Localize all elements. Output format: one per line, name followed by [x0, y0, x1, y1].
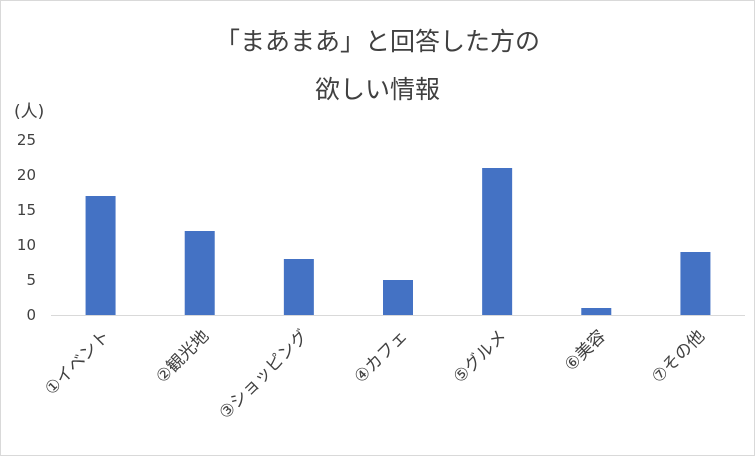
x-tick-label: ①イベント: [41, 326, 114, 399]
bar: [482, 168, 513, 315]
y-tick-label: 10: [17, 236, 36, 254]
x-axis-categories: ①イベント ②観光地 ③ショッピング ④カフェ ⑤グルメ ⑥美容 ⑦その他: [41, 326, 709, 423]
y-axis-label: (人): [14, 102, 45, 122]
bar: [184, 231, 215, 315]
bars: [85, 168, 711, 315]
bar: [383, 280, 413, 315]
x-tick-label: ④カフェ: [351, 326, 412, 387]
x-tick-label: ②観光地: [152, 326, 213, 387]
bar: [85, 196, 116, 315]
x-tick-label: ⑦その他: [648, 326, 709, 387]
y-tick-label: 0: [26, 306, 36, 324]
y-tick-label: 5: [26, 271, 36, 289]
bar: [283, 259, 314, 315]
y-tick-label: 20: [17, 166, 36, 184]
chart-title: 「まあまあ」と回答した方の 欲しい情報: [0, 18, 755, 114]
x-tick-label: ⑥美容: [561, 326, 610, 375]
y-axis-ticks: 0 5 10 15 20 25: [17, 131, 36, 324]
y-tick-label: 15: [17, 201, 36, 219]
y-tick-label: 25: [17, 131, 36, 149]
bar: [581, 308, 612, 315]
x-tick-label: ③ショッピング: [215, 326, 312, 423]
chart-title-line2: 欲しい情報: [314, 75, 440, 104]
x-tick-label: ⑤グルメ: [450, 326, 511, 387]
bar: [680, 252, 711, 315]
chart-title-line1: 「まあまあ」と回答した方の: [214, 27, 540, 56]
